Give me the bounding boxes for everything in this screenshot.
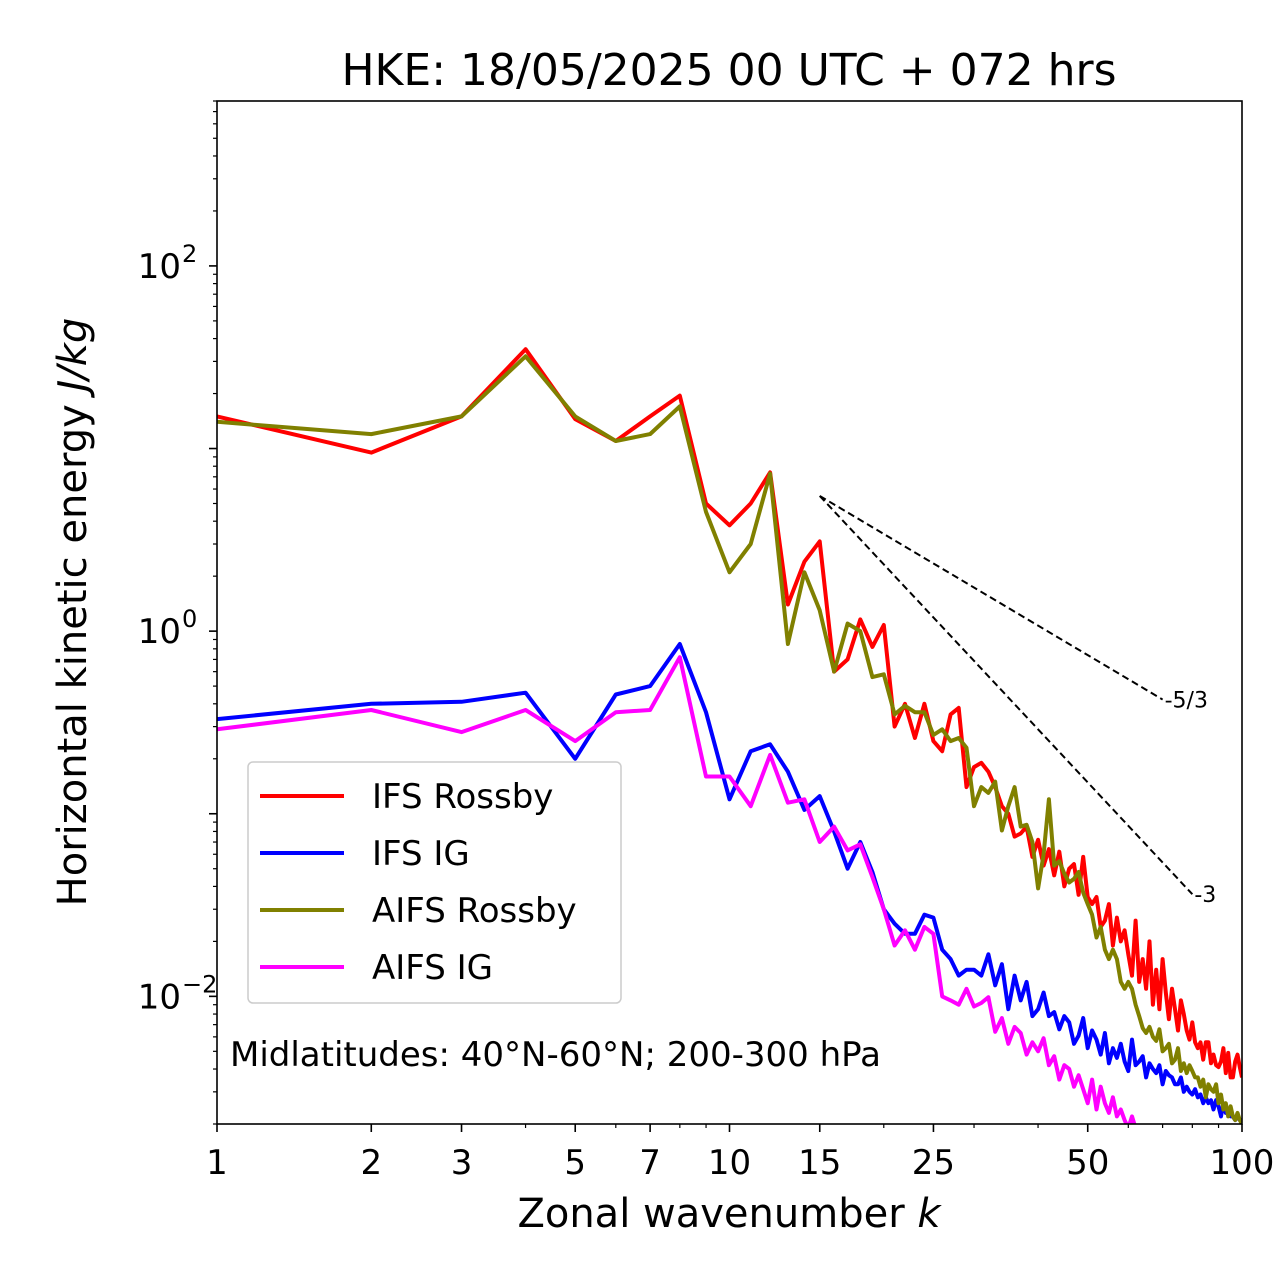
legend-label-1: IFS IG bbox=[372, 834, 470, 874]
legend-box bbox=[247, 761, 622, 1004]
reference-line-label-0: -5/3 bbox=[1165, 689, 1208, 714]
y-tick-label-exponent: −2 bbox=[182, 970, 217, 998]
reference-line-label-1: -3 bbox=[1194, 883, 1216, 908]
x-tick-label: 50 bbox=[1066, 1143, 1109, 1183]
series-line-2 bbox=[217, 354, 1242, 1124]
y-axis-label: Horizontal kinetic energy J/kg bbox=[50, 318, 96, 907]
x-tick-label: 2 bbox=[360, 1143, 382, 1183]
x-axis-label-variable: k bbox=[917, 1191, 942, 1237]
chart-title: HKE: 18/05/2025 00 UTC + 072 hrs bbox=[341, 45, 1116, 96]
x-tick-label: 3 bbox=[451, 1143, 473, 1183]
x-axis: 1 2 3 5 7 10 15 25 50 100 bbox=[206, 1124, 1274, 1183]
y-tick-label: 10 bbox=[138, 977, 181, 1017]
x-axis-label-text: Zonal wavenumber bbox=[517, 1191, 905, 1237]
x-tick-label: 7 bbox=[639, 1143, 661, 1183]
x-tick-label: 1 bbox=[206, 1143, 228, 1183]
reference-lines: -5/3 -3 bbox=[819, 495, 1216, 908]
x-tick-label: 100 bbox=[1210, 1143, 1275, 1183]
x-tick-label: 10 bbox=[708, 1143, 751, 1183]
reference-line-0 bbox=[819, 495, 1164, 701]
legend-label-2: AIFS Rossby bbox=[372, 891, 577, 931]
x-tick-label: 25 bbox=[912, 1143, 955, 1183]
legend-label-3: AIFS IG bbox=[372, 948, 493, 988]
y-axis-label-text: Horizontal kinetic energy bbox=[50, 404, 96, 906]
region-annotation: Midlatitudes: 40°N-60°N; 200-300 hPa bbox=[230, 1035, 881, 1075]
series-line-0 bbox=[217, 347, 1242, 1080]
series-lines bbox=[217, 347, 1242, 1124]
series-line-1 bbox=[217, 642, 1242, 1123]
x-axis-label: Zonal wavenumber k bbox=[517, 1191, 942, 1237]
reference-line-1 bbox=[819, 495, 1194, 895]
x-tick-label: 15 bbox=[798, 1143, 841, 1183]
x-tick-label: 5 bbox=[564, 1143, 586, 1183]
y-tick-label-exponent: 0 bbox=[182, 605, 197, 633]
series-line-3 bbox=[217, 655, 1137, 1124]
y-tick-label-exponent: 2 bbox=[182, 240, 197, 268]
y-axis-label-unit: J/kg bbox=[50, 318, 96, 399]
y-tick-label: 10 bbox=[138, 612, 181, 652]
y-tick-label: 10 bbox=[138, 247, 181, 287]
legend-label-0: IFS Rossby bbox=[372, 777, 553, 817]
legend: IFS Rossby IFS IG AIFS Rossby AIFS IG bbox=[247, 761, 622, 1004]
